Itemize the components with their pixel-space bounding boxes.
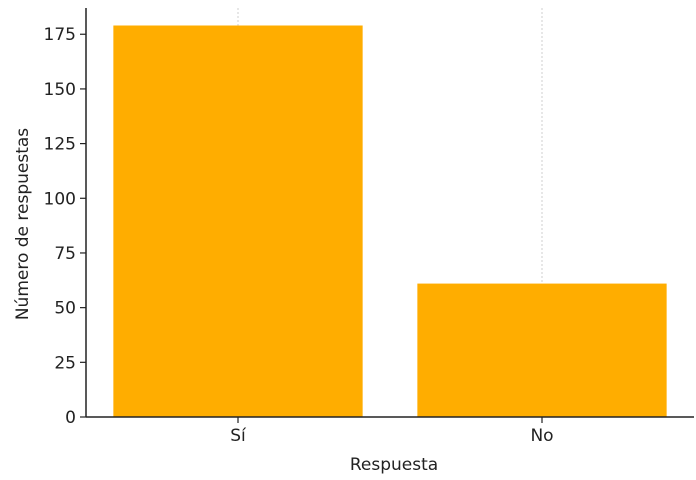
y-tick-label-4: 100 xyxy=(44,189,76,209)
y-tick-label-1: 25 xyxy=(54,353,76,373)
x-tick-label-0: Sí xyxy=(230,426,247,446)
y-tick-label-0: 0 xyxy=(65,408,76,428)
y-axis-title: Número de respuestas xyxy=(13,128,33,320)
x-tick-label-1: No xyxy=(530,426,553,446)
y-tick-label-3: 75 xyxy=(54,244,76,264)
tick-layer: Sí No 0 25 50 75 100 125 150 175 xyxy=(44,25,554,446)
y-tick-label-5: 125 xyxy=(44,135,76,155)
axis-layer xyxy=(85,8,694,418)
bar-0 xyxy=(113,25,363,418)
x-axis-title: Respuesta xyxy=(350,455,438,475)
bar-1 xyxy=(417,283,667,417)
y-tick-label-7: 175 xyxy=(44,25,76,45)
y-tick-label-6: 150 xyxy=(44,80,76,100)
y-tick-label-2: 50 xyxy=(54,299,76,319)
bar-layer xyxy=(113,25,667,418)
